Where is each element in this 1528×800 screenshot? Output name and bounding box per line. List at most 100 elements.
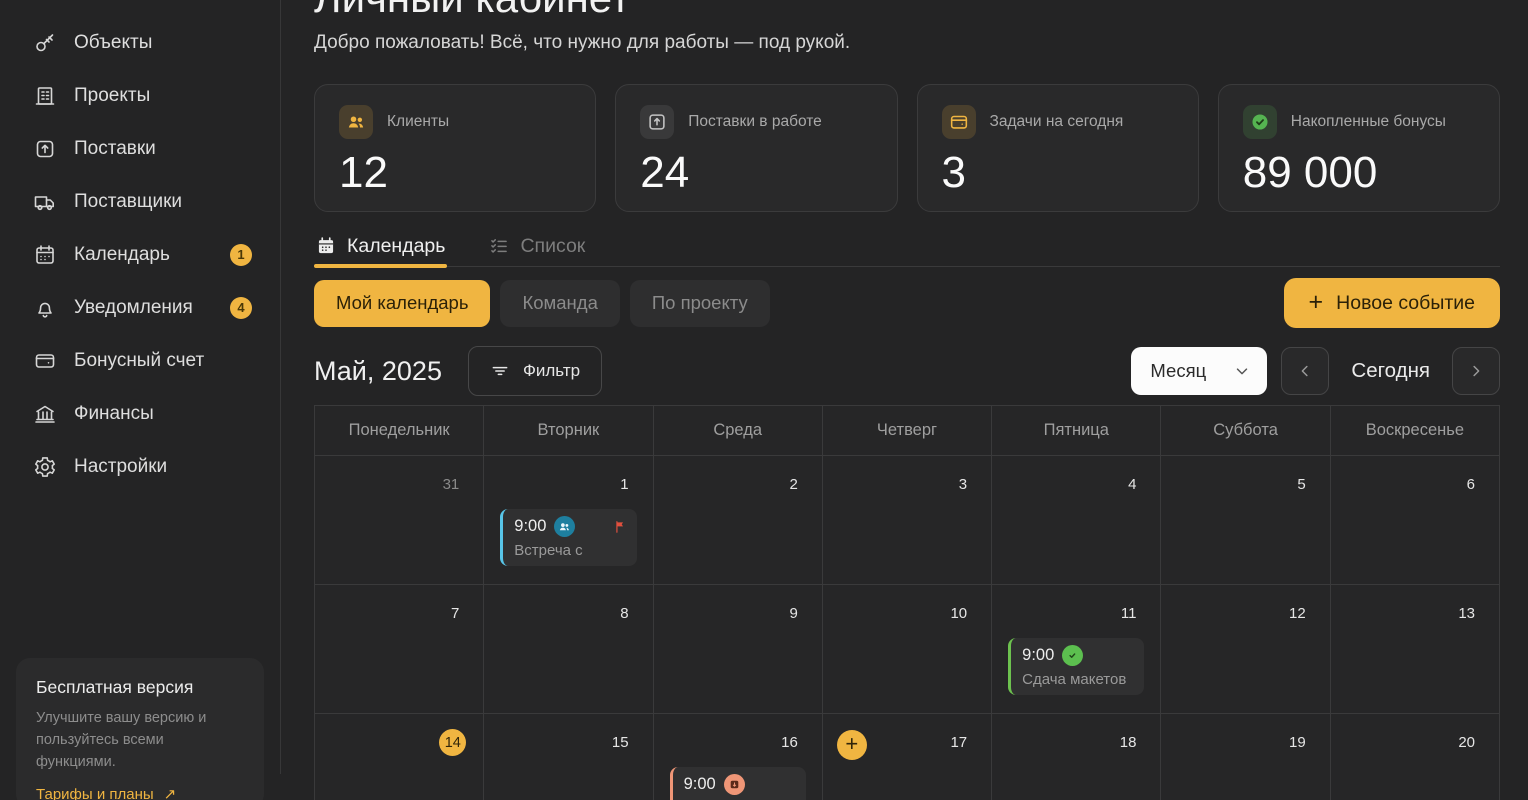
calendar-day-cell[interactable]: 4 <box>992 456 1161 585</box>
bell-icon <box>33 296 57 320</box>
calendar-event[interactable]: 9:00 Поставка <box>669 767 806 800</box>
calendar-day-cell[interactable]: 12 <box>1161 585 1330 714</box>
sidebar-item-label: Настройки <box>74 455 168 477</box>
day-number: 16 <box>781 734 798 752</box>
clients-icon <box>339 105 373 140</box>
stat-value: 3 <box>941 148 966 198</box>
sidebar-item-label: Объекты <box>74 31 153 53</box>
weekday-header: Понедельник <box>315 406 484 456</box>
event-time: 9:00 <box>1022 646 1055 665</box>
upgrade-title: Бесплатная версия <box>36 677 194 697</box>
truck-icon <box>33 190 57 214</box>
calendar-day-cell-today[interactable]: 14 <box>315 714 484 800</box>
calendar-event[interactable]: 9:00 Встреча с клиентом <box>500 509 637 567</box>
calendar-day-cell[interactable]: 3 <box>822 456 992 585</box>
filter-label: Фильтр <box>522 361 581 381</box>
new-event-button[interactable]: + Новое событие <box>1283 278 1500 329</box>
sidebar-item-label: Бонусный счет <box>74 349 205 371</box>
prev-period-button[interactable] <box>1281 347 1330 396</box>
view-tabs: Календарь Список <box>314 226 1500 269</box>
calendar-day-cell[interactable]: 2 <box>653 456 822 585</box>
next-period-button[interactable] <box>1452 347 1500 396</box>
filter-button[interactable]: Фильтр <box>467 346 603 397</box>
weekday-header: Четверг <box>822 406 992 456</box>
calendar-day-cell[interactable]: 10 <box>822 585 992 714</box>
calendar-day-cell[interactable]: 16 9:00 Поставка <box>653 714 822 800</box>
upgrade-description: Улучшите вашу версию и пользуйтесь всеми… <box>36 710 207 770</box>
users-icon <box>33 0 57 2</box>
building-icon <box>33 84 57 108</box>
calendar-day-cell[interactable]: 31 <box>315 456 484 585</box>
day-number: 5 <box>1297 476 1306 494</box>
box-icon <box>723 774 745 796</box>
calendar-day-cell[interactable]: 13 <box>1330 585 1499 714</box>
my-calendar-button[interactable]: Мой календарь <box>314 279 491 327</box>
sidebar-item-label: Финансы <box>74 402 154 424</box>
day-number: 10 <box>950 605 968 623</box>
by-project-button[interactable]: По проекту <box>629 279 770 327</box>
main-content: Личный кабинет Добро пожаловать! Всё, чт… <box>282 0 1528 800</box>
stat-card-clients: Клиенты 12 <box>314 84 597 213</box>
calendar-grid: Понедельник Вторник Среда Четверг Пятниц… <box>314 405 1500 800</box>
sidebar-item-suppliers[interactable]: Поставщики <box>0 175 280 228</box>
chevron-down-icon <box>1233 362 1251 380</box>
calendar-day-cell[interactable]: 19 <box>1161 714 1330 800</box>
tab-calendar[interactable]: Календарь <box>314 226 448 269</box>
sidebar-item-bonus-account[interactable]: Бонусный счет <box>0 334 280 387</box>
sidebar-nav: Мои клиенты Объекты Проекты Поставки Пос <box>0 0 280 493</box>
day-number: 4 <box>1128 476 1137 494</box>
calendar-toolbar: Май, 2025 Фильтр Месяц Сегодня <box>314 346 1500 397</box>
calendar-day-cell[interactable]: 11 9:00 Сдача макетов <box>992 585 1161 714</box>
today-label: Сегодня <box>1351 359 1430 383</box>
weekday-header: Пятница <box>992 406 1161 456</box>
box-upload-icon <box>33 137 57 161</box>
add-event-button[interactable]: + <box>836 730 867 761</box>
chevron-right-icon <box>1467 362 1485 380</box>
sidebar-item-calendar[interactable]: Календарь 1 <box>0 228 280 281</box>
external-arrow-icon: ↗ <box>163 786 177 800</box>
team-button[interactable]: Команда <box>500 279 620 327</box>
calendar-day-cell[interactable]: 1 9:00 Встреча с клиентом <box>484 456 653 585</box>
sidebar-item-finances[interactable]: Финансы <box>0 387 280 440</box>
calendar-day-cell[interactable]: 8 <box>484 585 653 714</box>
calendar-day-cell[interactable]: 15 <box>484 714 653 800</box>
day-number: 15 <box>611 734 629 752</box>
sidebar-item-objects[interactable]: Объекты <box>0 16 280 69</box>
stat-label: Поставки в работе <box>688 113 822 131</box>
list-tab-icon <box>489 236 509 256</box>
sidebar-item-label: Проекты <box>74 84 151 106</box>
calendar-day-cell[interactable]: 9 <box>653 585 822 714</box>
new-event-label: Новое событие <box>1336 291 1475 314</box>
day-number: 31 <box>442 476 460 494</box>
sidebar-item-deliveries[interactable]: Поставки <box>0 122 280 175</box>
calendar-badge: 1 <box>230 243 252 266</box>
tab-list[interactable]: Список <box>487 226 587 266</box>
calendar-day-cell[interactable]: 20 <box>1330 714 1499 800</box>
calendar-scope-switch: Мой календарь Команда По проекту <box>314 279 770 327</box>
stat-value: 24 <box>640 148 690 198</box>
calendar-day-cell[interactable]: 7 <box>315 585 484 714</box>
calendar-day-cell[interactable]: 18 <box>992 714 1161 800</box>
sidebar-item-label: Уведомления <box>74 296 193 318</box>
gear-icon <box>33 455 57 479</box>
tab-label: Календарь <box>347 234 446 257</box>
plans-link[interactable]: Тарифы и планы ↗ <box>36 785 244 800</box>
sidebar-item-notifications[interactable]: Уведомления 4 <box>0 281 280 334</box>
sidebar-item-settings[interactable]: Настройки <box>0 440 280 493</box>
sidebar: Мои клиенты Объекты Проекты Поставки Пос <box>0 0 281 800</box>
sidebar-item-projects[interactable]: Проекты <box>0 69 280 122</box>
calendar-event[interactable]: 9:00 Сдача макетов <box>1008 638 1145 696</box>
view-select[interactable]: Месяц <box>1131 347 1268 396</box>
calendar-day-cell[interactable]: + 17 <box>822 714 992 800</box>
event-title: Встреча с клиентом <box>514 542 583 566</box>
day-number: 12 <box>1289 605 1306 623</box>
calendar-controls: Мой календарь Команда По проекту + Новое… <box>314 278 1500 329</box>
sidebar-item-label: Календарь <box>74 243 170 265</box>
bonuses-icon <box>1242 105 1277 140</box>
tab-label: Список <box>520 234 586 257</box>
calendar-day-cell[interactable]: 5 <box>1161 456 1330 585</box>
plus-icon: + <box>1308 287 1324 316</box>
sidebar-item-clients[interactable]: Мои клиенты <box>0 0 280 16</box>
day-number: 18 <box>1119 734 1137 752</box>
calendar-day-cell[interactable]: 6 <box>1330 456 1499 585</box>
